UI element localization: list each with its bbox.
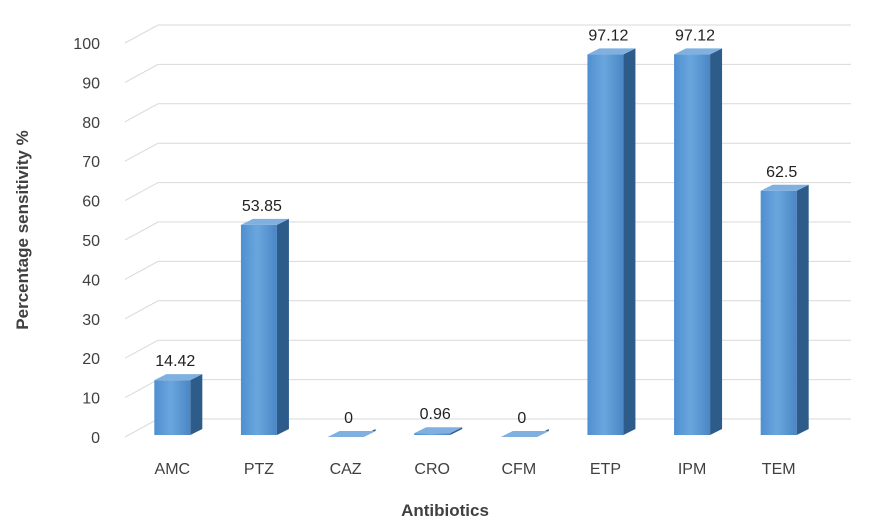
- gridline: [124, 418, 851, 438]
- y-tick-label: 90: [82, 75, 100, 92]
- bar-amc: [154, 374, 203, 435]
- y-tick-label: 40: [82, 272, 100, 289]
- bar-top: [674, 48, 723, 55]
- x-tick-label: AMC: [155, 461, 191, 478]
- bar-tem: [760, 184, 809, 435]
- bar-front: [414, 433, 451, 435]
- data-label: 14.42: [155, 353, 195, 370]
- bar-side: [710, 48, 723, 435]
- x-tick-label: CAZ: [330, 461, 362, 478]
- bar-top: [414, 427, 463, 434]
- x-tick-label: CRO: [414, 461, 450, 478]
- gridline: [124, 103, 851, 123]
- bar-top: [587, 48, 636, 55]
- y-tick-label: 30: [82, 312, 100, 329]
- data-label: 0.96: [420, 406, 451, 423]
- bar-top: [500, 431, 549, 437]
- x-tick-label: PTZ: [244, 461, 274, 478]
- bar-cro: [414, 427, 463, 435]
- y-tick-label: 80: [82, 115, 100, 132]
- bar-ipm: [674, 48, 723, 435]
- gridline: [124, 379, 851, 399]
- x-tick-label: CFM: [501, 461, 536, 478]
- bar-side: [190, 374, 203, 435]
- bar-front: [674, 54, 711, 435]
- bar-ptz: [240, 218, 289, 435]
- gridline: [124, 182, 851, 202]
- data-label: 97.12: [675, 27, 715, 44]
- y-tick-label: 50: [82, 233, 100, 250]
- gridline: [124, 339, 851, 359]
- data-label: 97.12: [588, 27, 628, 44]
- bar-etp: [587, 48, 636, 435]
- gridline: [124, 63, 851, 83]
- gridlines: [124, 24, 851, 438]
- y-tick-label: 60: [82, 194, 100, 211]
- bars: 14.42 53.85 0 0.96 0 97.12 97.12 62.5: [154, 27, 809, 437]
- y-axis-ticks: 0 10 20 30 40 50 60 70 80 90 100: [73, 36, 100, 447]
- gridline: [124, 300, 851, 320]
- data-label: 53.85: [242, 198, 282, 215]
- bar-front: [240, 224, 277, 435]
- y-tick-label: 70: [82, 154, 100, 171]
- gridline: [124, 221, 851, 241]
- y-tick-label: 0: [91, 430, 100, 447]
- y-tick-label: 10: [82, 391, 100, 408]
- gridline: [124, 24, 851, 44]
- bar-front: [760, 190, 797, 435]
- bar-top: [327, 431, 376, 437]
- bar-top: [760, 184, 809, 191]
- bar-front: [587, 54, 624, 435]
- data-label: 0: [344, 410, 353, 427]
- y-axis-title: Percentage sensitivity %: [13, 130, 32, 329]
- gridline: [124, 142, 851, 162]
- bar-side: [276, 218, 289, 435]
- data-label: 0: [517, 410, 526, 427]
- x-tick-label: IPM: [678, 461, 706, 478]
- bar-caz: [327, 429, 376, 437]
- bar-side: [450, 427, 463, 435]
- x-tick-label: TEM: [762, 461, 796, 478]
- bar-cfm: [500, 429, 549, 437]
- bar-side: [796, 184, 809, 435]
- bar-front: [154, 380, 191, 435]
- y-tick-label: 20: [82, 351, 100, 368]
- y-tick-label: 100: [73, 36, 100, 53]
- bar-side: [623, 48, 636, 435]
- bar-top: [154, 374, 203, 381]
- data-label: 62.5: [766, 164, 797, 181]
- x-axis-ticks: AMC PTZ CAZ CRO CFM ETP IPM TEM: [155, 461, 796, 478]
- x-tick-label: ETP: [590, 461, 621, 478]
- bar-top: [240, 218, 289, 225]
- x-axis-title: Antibiotics: [401, 501, 489, 520]
- gridline: [124, 260, 851, 280]
